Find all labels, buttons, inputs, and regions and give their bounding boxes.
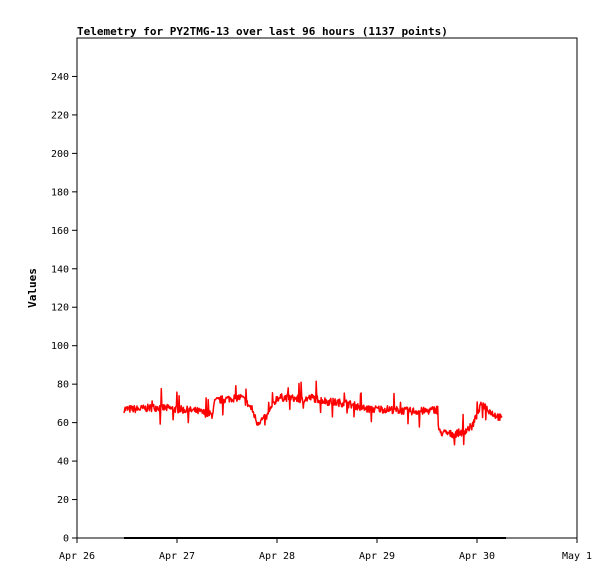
y-tick-label: 140	[51, 264, 69, 275]
chart-title: Telemetry for PY2TMG-13 over last 96 hou…	[77, 25, 448, 38]
y-tick-label: 0	[63, 534, 69, 545]
y-tick-label: 220	[51, 110, 69, 121]
y-tick-label: 160	[51, 226, 69, 237]
y-tick-label: 200	[51, 149, 69, 160]
series-layer	[123, 380, 506, 539]
telemetry-series-line	[123, 380, 503, 446]
y-tick-label: 20	[57, 495, 69, 506]
y-tick-label: 80	[57, 380, 69, 391]
x-tick-label: May 1	[562, 551, 592, 562]
y-tick-label: 40	[57, 457, 69, 468]
y-tick-label: 120	[51, 303, 69, 314]
y-tick-label: 60	[57, 418, 69, 429]
x-tick-label: Apr 26	[59, 551, 95, 562]
y-tick-label: 240	[51, 72, 69, 83]
y-tick-label: 180	[51, 187, 69, 198]
x-tick-label: Apr 30	[459, 551, 495, 562]
x-tick-label: Apr 29	[359, 551, 395, 562]
x-tick-label: Apr 28	[259, 551, 295, 562]
y-tick-label: 100	[51, 341, 69, 352]
y-axis: 0 20 40 60 80 100 120 140 160 180 200 220 240	[51, 72, 77, 545]
x-tick-label: Apr 27	[159, 551, 195, 562]
y-axis-label: Values	[26, 268, 39, 308]
